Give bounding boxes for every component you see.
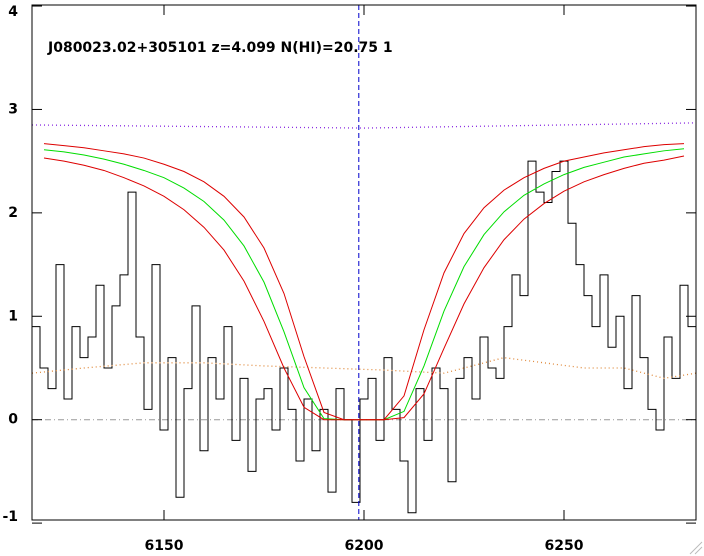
y-tick-label: -1 bbox=[2, 509, 18, 525]
dotted-curve bbox=[32, 356, 696, 379]
plot-area bbox=[32, 5, 696, 520]
y-tick-label: 4 bbox=[8, 4, 18, 20]
resize-grip bbox=[689, 541, 703, 555]
x-tick-label: 6150 bbox=[145, 538, 184, 554]
y-tick-label: 0 bbox=[8, 412, 18, 428]
y-tick-label: 2 bbox=[8, 205, 18, 221]
x-tick-label: 6200 bbox=[345, 538, 384, 554]
spectrum-flux bbox=[32, 160, 696, 514]
x-tick-label: 6250 bbox=[545, 538, 584, 554]
chart-title: J080023.02+305101 z=4.099 N(HI)=20.75 1 bbox=[47, 40, 393, 56]
dotted-curve bbox=[32, 122, 696, 129]
y-tick-label: 1 bbox=[8, 308, 18, 324]
y-tick-label: 3 bbox=[8, 101, 18, 117]
model-curve bbox=[43, 155, 685, 421]
